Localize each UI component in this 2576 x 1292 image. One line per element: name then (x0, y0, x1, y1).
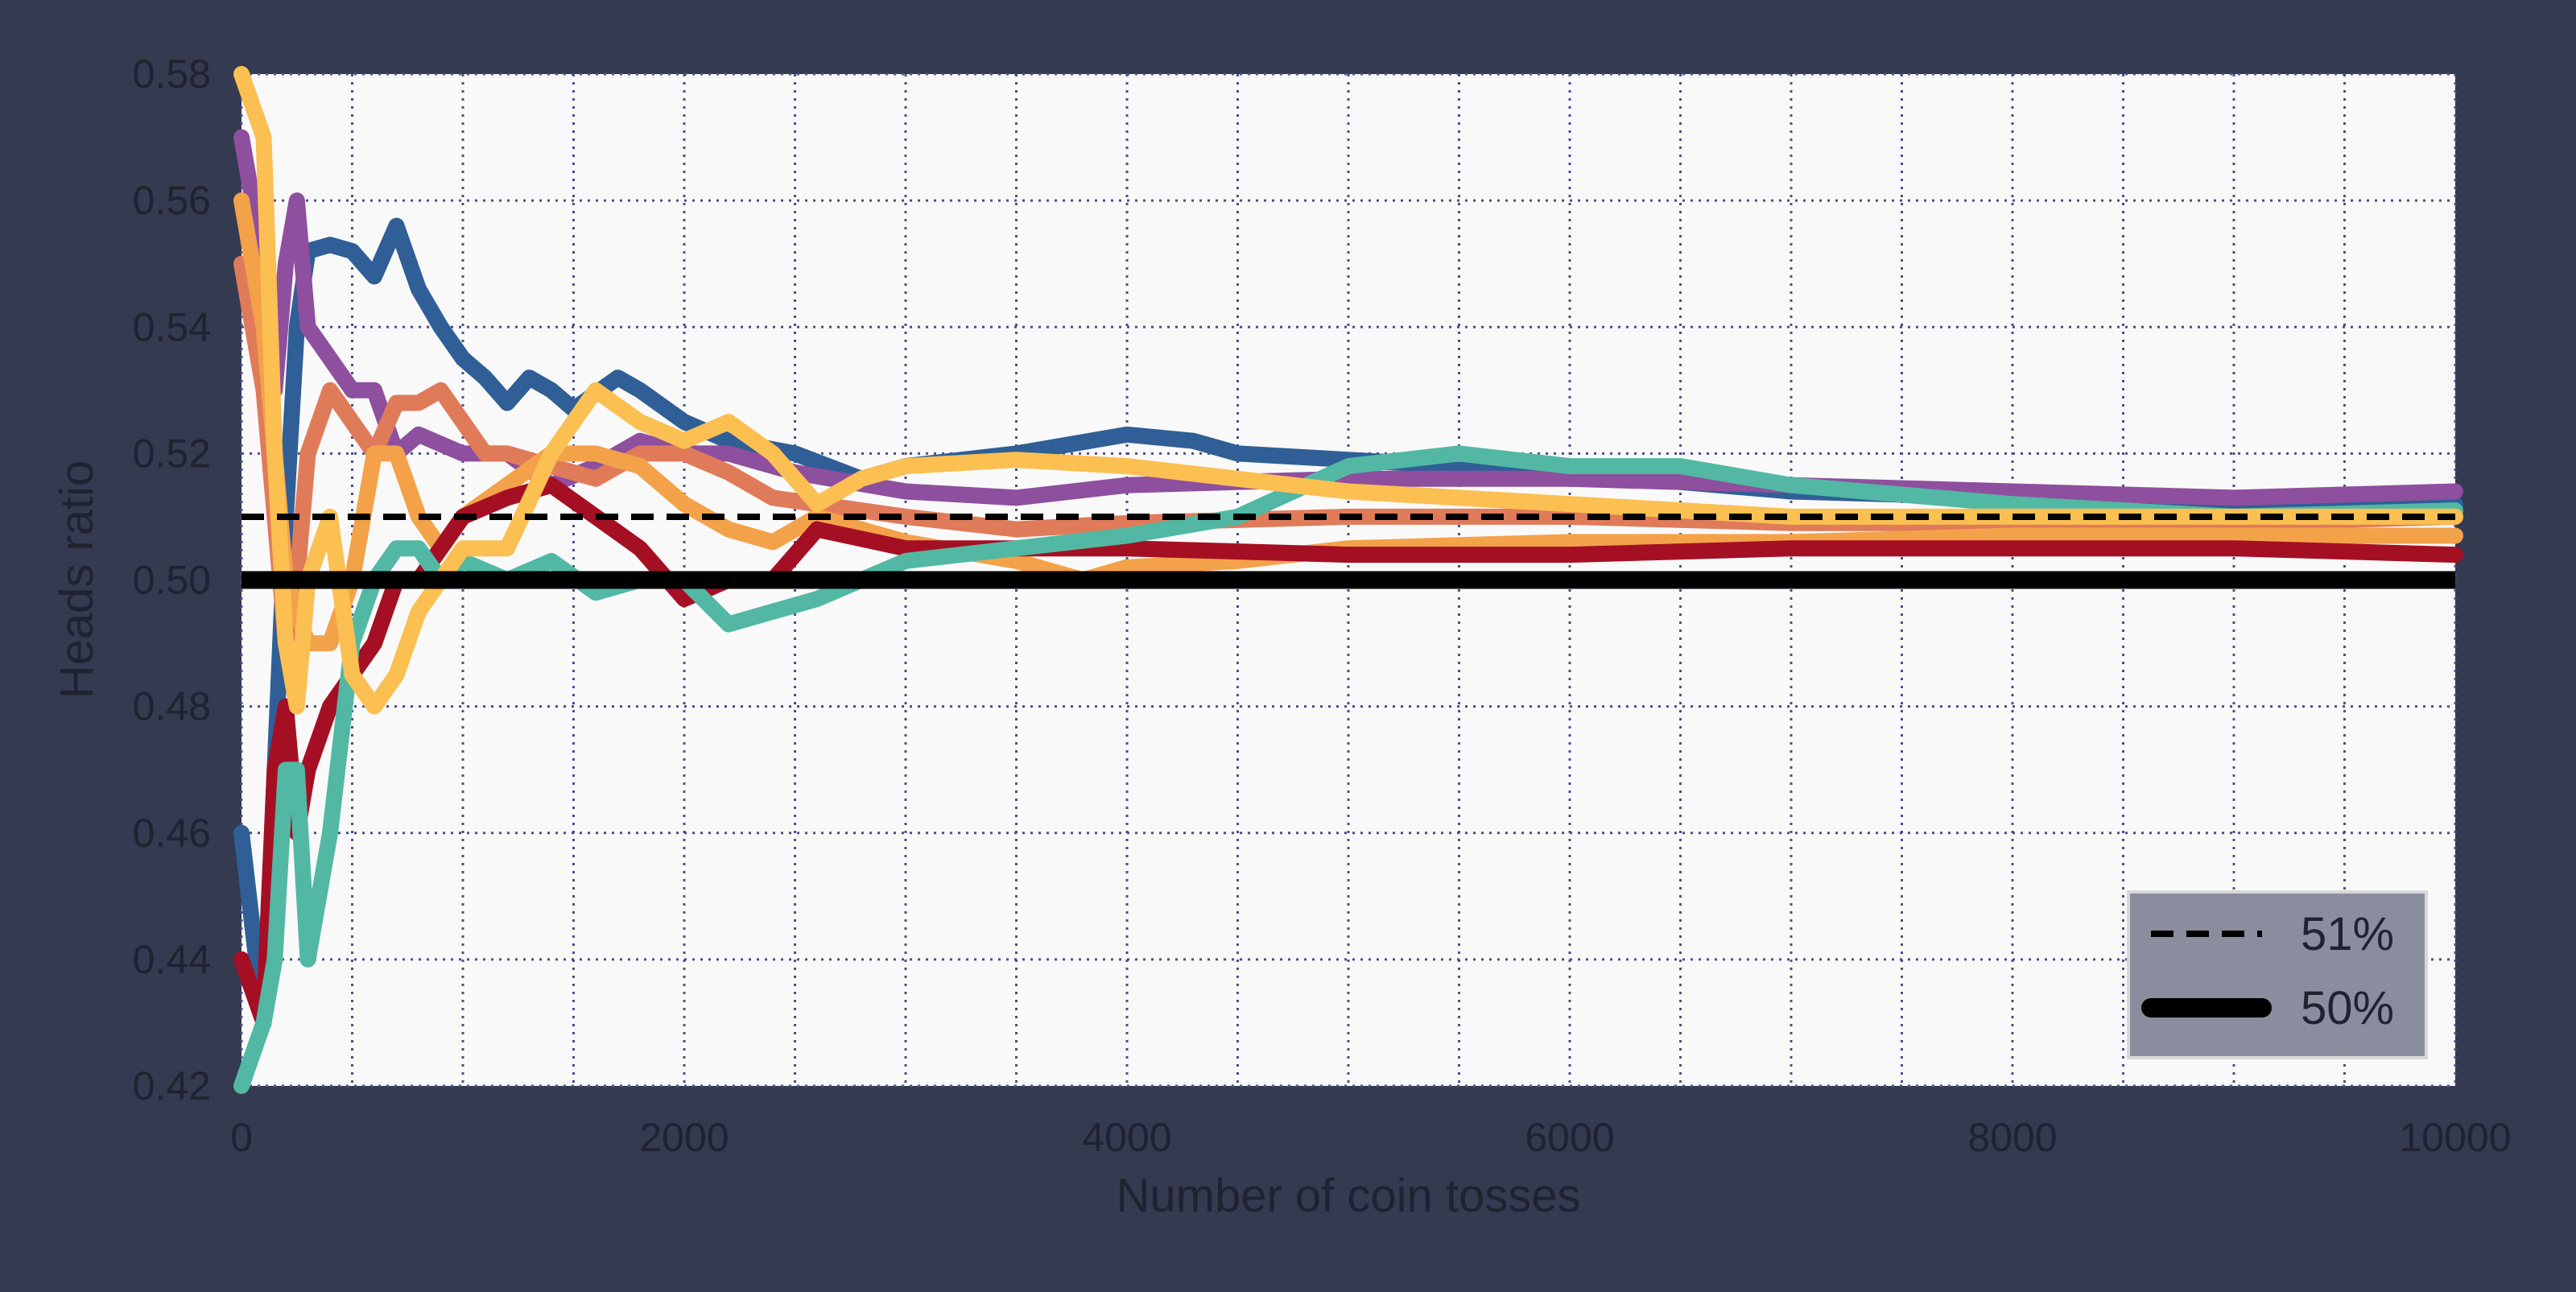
y-tick-label: 0.52 (133, 431, 211, 476)
x-axis-label: Number of coin tosses (1116, 1170, 1580, 1222)
x-tick-label: 0 (230, 1115, 253, 1160)
y-tick-label: 0.56 (133, 178, 211, 223)
y-tick-label: 0.44 (133, 937, 211, 982)
legend-label-51: 51% (2301, 908, 2394, 960)
y-tick-label: 0.58 (133, 52, 211, 97)
y-tick-label: 0.50 (133, 558, 211, 603)
y-axis-label: Heads ratio (51, 460, 103, 700)
series-line-5 (233, 477, 2463, 1031)
x-tick-label: 2000 (639, 1115, 729, 1160)
tick-labels: 0 2000 4000 6000 8000 10000 0.42 0.44 0.46 0.48 0.… (133, 52, 2512, 1160)
y-tick-label: 0.46 (133, 811, 211, 856)
x-tick-label: 4000 (1082, 1115, 1171, 1160)
reference-lines (242, 513, 2455, 589)
y-tick-label: 0.42 (133, 1063, 211, 1108)
legend-label-50: 50% (2301, 982, 2394, 1034)
x-tick-label: 6000 (1525, 1115, 1614, 1160)
legend-box (2127, 890, 2428, 1059)
y-tick-label: 0.54 (133, 304, 211, 349)
y-tick-label: 0.48 (133, 684, 211, 729)
series-line-7 (233, 66, 2463, 715)
x-tick-label: 8000 (1967, 1115, 2057, 1160)
legend: 51% 50% (2127, 890, 2428, 1059)
x-tick-label: 10000 (2399, 1115, 2511, 1160)
